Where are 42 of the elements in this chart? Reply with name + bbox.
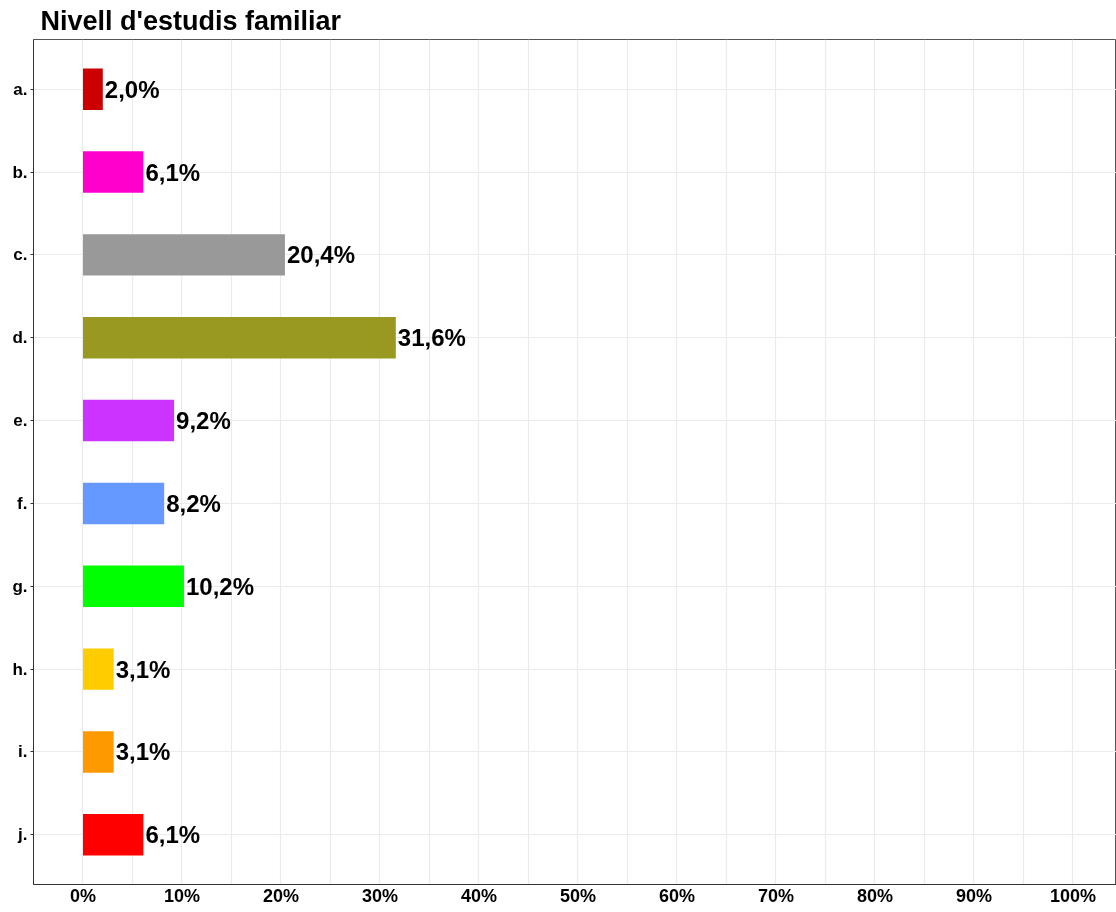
x-tick-label: 90% [955,885,992,906]
bar [83,482,165,525]
bar [83,68,103,110]
data-label: 3,1% [115,738,171,766]
bar [83,399,175,442]
bar [83,731,114,773]
data-label: 6,1% [145,821,201,849]
y-tick-label: i. [18,742,28,762]
bar [83,317,396,359]
bar [83,151,144,193]
x-tick-label: 30% [361,885,398,906]
x-tick-label: 40% [460,885,497,906]
data-label: 31,6% [397,324,466,352]
y-tick-label: j. [17,825,28,845]
x-tick-label: 20% [262,885,299,906]
y-tick-label: a. [13,79,28,99]
y-tick-label: b. [12,162,28,182]
bar [83,565,184,607]
x-tick-label: 10% [163,885,201,906]
x-tick-label: 70% [757,885,794,906]
bar [83,648,114,690]
y-tick-label: h. [12,659,28,679]
data-label: 8,2% [166,489,221,517]
y-tick-label: c. [13,245,28,265]
y-tick-label: e. [13,411,28,431]
x-tick-label: 60% [658,885,695,906]
bar [83,234,285,276]
x-tick-label: 50% [559,885,596,906]
data-label: 9,2% [176,407,231,435]
data-label: 10,2% [185,572,255,600]
x-tick-label: 100% [1049,885,1096,906]
data-label: 2,0% [104,75,160,103]
chart-title: Nivell d'estudis familiar [40,6,342,36]
y-tick-label: f. [17,493,28,513]
y-tick-label: d. [12,328,28,348]
data-label: 20,4% [286,241,356,269]
data-label: 3,1% [115,655,171,683]
y-tick-label: g. [12,576,28,596]
x-tick-label: 80% [856,885,893,906]
x-tick-label: 0% [69,885,97,906]
data-label: 6,1% [145,158,201,186]
bar [83,814,144,856]
